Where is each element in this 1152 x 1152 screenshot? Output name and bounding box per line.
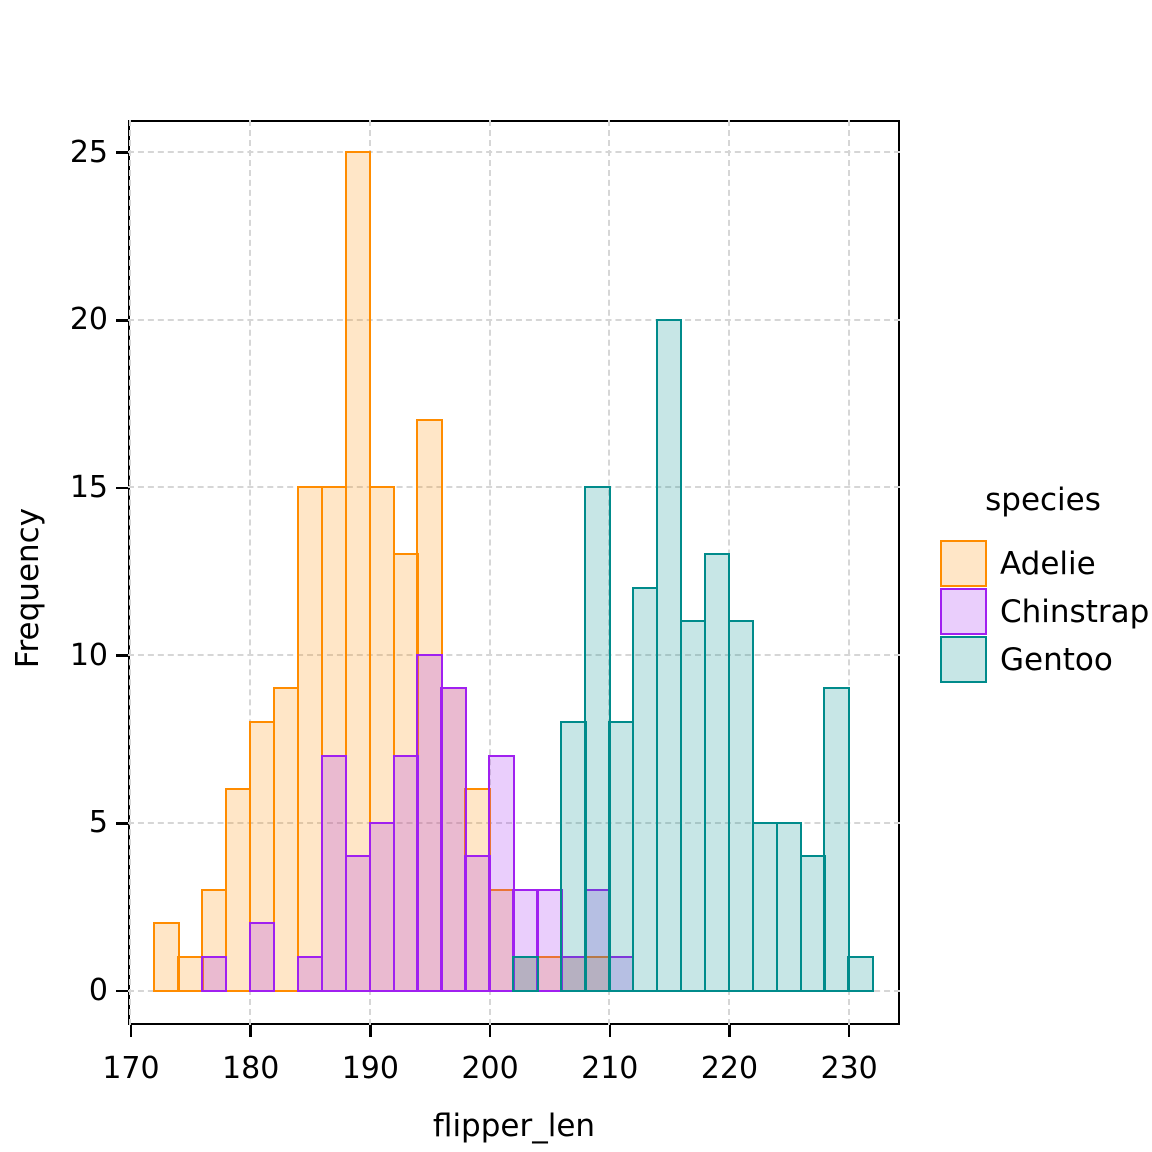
histogram-bar-chinstrap bbox=[416, 653, 443, 992]
x-tick-label: 200 bbox=[461, 1051, 519, 1086]
x-tick-label: 220 bbox=[700, 1051, 759, 1086]
legend-entry-gentoo: Gentoo bbox=[940, 636, 1152, 683]
histogram-bar-chinstrap bbox=[488, 754, 515, 992]
y-tick-label: 0 bbox=[88, 973, 108, 1009]
legend-entry-adelie: Adelie bbox=[940, 540, 1152, 587]
legend-swatch-chinstrap bbox=[940, 588, 987, 635]
legend-entries: Adelie Chinstrap Gentoo bbox=[940, 540, 1152, 683]
x-tick-label: 170 bbox=[102, 1051, 160, 1086]
histogram-bar-adelie bbox=[224, 788, 252, 992]
histogram-bar-chinstrap bbox=[296, 955, 324, 992]
histogram-bar-gentoo bbox=[560, 721, 587, 992]
histogram-bar-gentoo bbox=[631, 586, 659, 992]
legend-entry-chinstrap: Chinstrap bbox=[940, 588, 1152, 635]
histogram-bar-gentoo bbox=[608, 721, 635, 992]
x-tick-label: 180 bbox=[222, 1051, 280, 1086]
histogram-bar-gentoo bbox=[799, 855, 826, 992]
x-gridline bbox=[488, 119, 491, 1025]
histogram-bar-adelie bbox=[272, 687, 300, 992]
x-tick bbox=[608, 1025, 611, 1037]
histogram-bar-gentoo bbox=[775, 821, 802, 992]
x-tick bbox=[249, 1025, 252, 1037]
y-gridline bbox=[127, 654, 900, 657]
y-tick bbox=[116, 822, 128, 825]
x-tick-label: 210 bbox=[581, 1051, 639, 1086]
legend: species Adelie Chinstrap Gentoo bbox=[940, 482, 1152, 684]
legend-label: Chinstrap bbox=[1000, 593, 1150, 630]
legend-swatch-adelie bbox=[940, 540, 987, 587]
legend-label: Gentoo bbox=[1000, 641, 1113, 678]
y-tick-label: 20 bbox=[69, 302, 108, 338]
x-tick bbox=[488, 1025, 492, 1037]
histogram-bar-gentoo bbox=[584, 486, 611, 992]
histogram-bar-chinstrap bbox=[464, 855, 491, 992]
legend-swatch-gentoo bbox=[940, 636, 987, 683]
y-tick bbox=[116, 486, 128, 490]
y-tick bbox=[116, 151, 128, 154]
histogram-bar-gentoo bbox=[679, 620, 707, 992]
x-tick bbox=[129, 1025, 133, 1037]
histogram-bar-gentoo bbox=[727, 620, 755, 992]
x-gridline bbox=[129, 119, 132, 1025]
x-gridline bbox=[249, 119, 252, 1025]
x-tick-label: 230 bbox=[820, 1051, 878, 1086]
histogram-bar-gentoo bbox=[751, 821, 779, 992]
histogram-bar-adelie bbox=[153, 922, 180, 992]
histogram-bar-chinstrap bbox=[392, 754, 419, 992]
y-gridline bbox=[127, 318, 900, 321]
bars-layer bbox=[128, 120, 900, 1025]
legend-label: Adelie bbox=[1000, 545, 1096, 582]
y-gridline bbox=[127, 151, 900, 154]
histogram-bar-chinstrap bbox=[440, 687, 467, 992]
y-tick-label: 10 bbox=[69, 637, 108, 673]
histogram-bar-chinstrap bbox=[248, 922, 276, 992]
y-gridline bbox=[127, 486, 900, 489]
x-tick-label: 190 bbox=[341, 1051, 399, 1086]
histogram-bar-adelie bbox=[177, 955, 204, 992]
histogram-bar-gentoo bbox=[823, 687, 850, 992]
histogram-bar-gentoo bbox=[847, 955, 874, 992]
y-tick-label: 25 bbox=[69, 134, 108, 170]
histogram-bar-chinstrap bbox=[201, 955, 228, 992]
x-gridline bbox=[847, 119, 850, 1025]
x-tick bbox=[728, 1025, 731, 1037]
histogram-bar-adelie bbox=[201, 888, 228, 992]
legend-title: species bbox=[985, 482, 1101, 518]
histogram-bar-adelie bbox=[296, 486, 324, 992]
histogram-bar-chinstrap bbox=[368, 821, 396, 992]
y-tick bbox=[116, 654, 128, 657]
y-tick bbox=[116, 319, 128, 322]
x-tick bbox=[369, 1025, 372, 1037]
histogram-bar-gentoo bbox=[655, 318, 683, 992]
histogram-bar-chinstrap bbox=[344, 855, 372, 992]
histogram-bar-gentoo bbox=[512, 955, 539, 992]
x-tick bbox=[847, 1025, 851, 1037]
histogram-bar-gentoo bbox=[703, 553, 731, 992]
y-tick-label: 15 bbox=[69, 469, 108, 505]
x-axis-title: flipper_len bbox=[432, 1108, 596, 1144]
histogram-bar-chinstrap bbox=[536, 888, 563, 992]
y-tick-label: 5 bbox=[88, 805, 108, 841]
y-tick bbox=[116, 989, 128, 993]
plot-panel bbox=[127, 119, 900, 1025]
histogram-bar-chinstrap bbox=[320, 754, 348, 992]
